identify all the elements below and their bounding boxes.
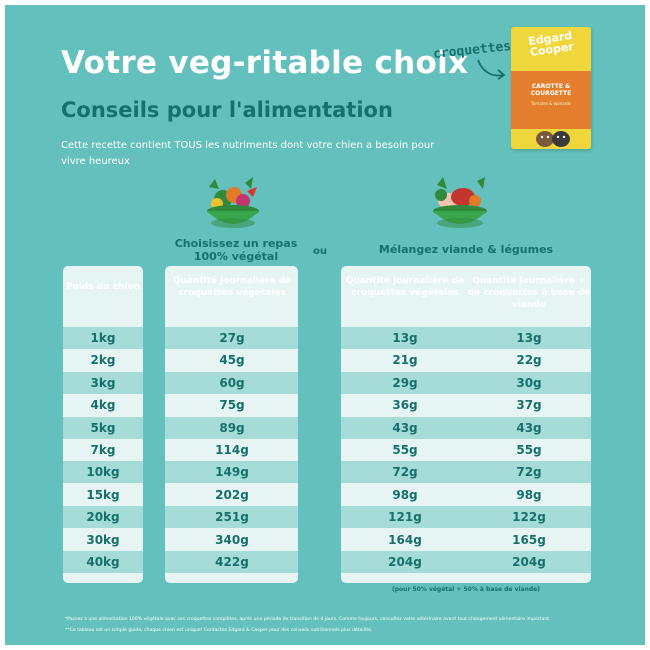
quantity-cell: 121g [388,510,422,525]
quantity-cell: 43g [516,420,542,435]
bag-brand: Edgard Cooper [527,29,575,59]
quantity-cell: 45g [219,353,245,368]
or-label: ou [313,246,327,257]
arrow-icon [477,59,506,80]
quantity-cell: 60g [219,375,245,390]
quantity-cell: 22g [516,353,542,368]
quantity-cell: 37g [516,398,542,413]
row-stripe [341,506,591,529]
weight-cell: 10kg [86,465,120,480]
quantity-cell: 202g [215,487,249,502]
quantity-cell: 204g [388,555,422,569]
quantity-cell: 340g [215,532,249,547]
quantity-cell: 72g [516,465,542,480]
quantity-cell: 43g [392,420,418,435]
quantity-cell: 75g [219,398,245,413]
column-header-mix-meat: Quantité journalière + de croquettes à b… [467,276,591,310]
mix-footnote: (pour 50% végétal + 50% à base de viande… [392,586,540,593]
row-stripe [341,371,591,394]
row-stripe [63,416,143,439]
row-stripe [165,506,298,529]
row-stripe [63,371,143,394]
quantity-cell: 27g [219,331,245,345]
weight-cell: 2kg [90,353,116,368]
row-stripe [63,506,143,529]
page-title: Votre veg-ritable choix [61,45,469,81]
weight-cell: 1kg [90,331,116,345]
quantity-cell: 21g [392,353,418,368]
quantity-cell: 149g [215,465,249,480]
row-stripe [165,327,298,349]
weight-cell: 30kg [86,532,120,547]
intro-text: Cette recette contient TOUS les nutrimen… [61,140,435,167]
column-header-mix-veg: Quantité journalière de croquettes végét… [345,276,465,298]
row-stripe [341,551,591,573]
quantity-cell: 98g [516,487,542,502]
quantity-cell: 114g [215,443,249,457]
quantity-cell: 422g [215,555,249,569]
quantity-cell: 30g [516,375,542,390]
quantity-cell: 36g [392,398,418,413]
dog-icon [536,131,570,147]
weight-cell: 3kg [90,375,116,390]
weight-cell: 4kg [90,398,116,413]
weight-cell: 15kg [86,487,120,502]
quantity-cell: 122g [512,510,546,525]
quantity-cell: 164g [388,532,422,547]
mix-choice-heading: Mélangez viande & légumes [378,243,554,256]
column-header-weight: Poids du chien [65,282,141,292]
quantity-cell: 98g [392,487,418,502]
page-subtitle: Conseils pour l'alimentation [61,98,393,122]
quantity-cell: 55g [392,443,418,457]
quantity-cell: 72g [392,465,418,480]
quantity-cell: 89g [219,420,245,435]
weight-cell: 40kg [86,555,120,569]
row-stripe [341,416,591,439]
bag-subline: Tomates & épinards [531,101,571,106]
weight-cell: 7kg [90,443,116,457]
quantity-cell: 251g [215,510,249,525]
row-stripe [165,461,298,484]
quantity-cell: 13g [516,331,542,345]
footnote-transition: *Passez à une alimentation 100% végétale… [65,617,551,622]
quantity-cell: 55g [516,443,542,457]
weight-cell: 20kg [86,510,120,525]
row-stripe [63,461,143,484]
quantity-cell: 29g [392,375,418,390]
weight-cell: 5kg [90,420,116,435]
footnote-guide: **Ce tableau est un simple guide, chaque… [65,628,373,633]
meat-vegetable-bowl-icon [433,177,487,228]
bag-flavor: CAROTTE & COURGETTE [530,83,572,97]
quantity-cell: 165g [512,532,546,547]
row-stripe [341,327,591,349]
row-stripe [63,327,143,349]
row-stripe [165,551,298,573]
bag-band [511,71,591,129]
quantity-cell: 13g [392,331,418,345]
row-stripe [341,461,591,484]
vegetable-bowl-icon [207,177,259,228]
row-stripe [165,371,298,394]
row-stripe [165,416,298,439]
column-header-veg: Quantité journalière de croquettes végét… [172,276,292,298]
quantity-cell: 204g [512,555,546,569]
infographic: Votre veg-ritable choix Conseils pour l'… [5,5,645,645]
row-stripe [63,551,143,573]
veg-choice-heading: Choisissez un repas 100% végétal [174,237,298,263]
product-bag: Edgard Cooper CAROTTE & COURGETTE Tomate… [511,27,591,149]
